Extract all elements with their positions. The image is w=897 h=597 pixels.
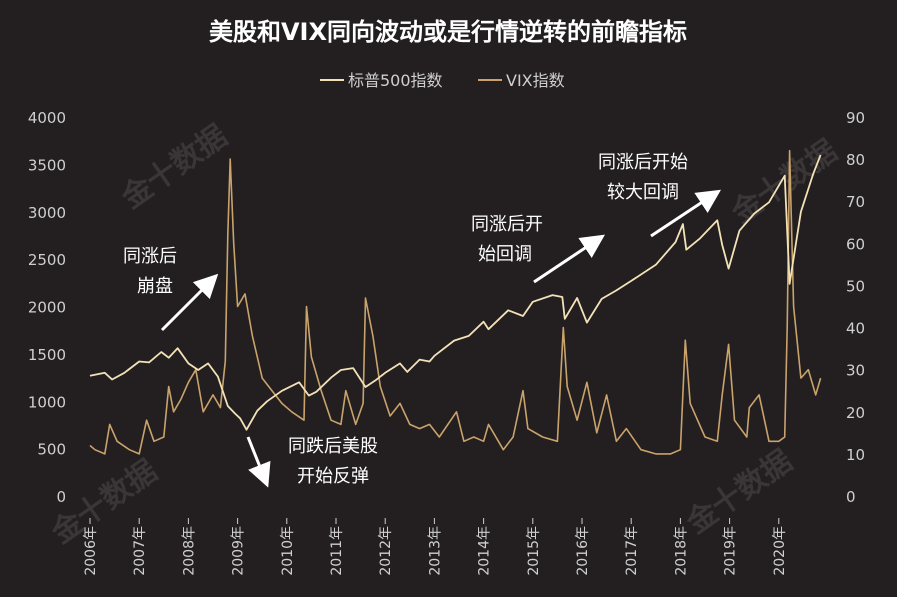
annotation-big-pullback-line2: 较大回调	[607, 182, 679, 203]
x-tick-label: 2015年	[526, 526, 542, 576]
y-left-tick-label: 3000	[28, 204, 66, 222]
x-tick-label: 2016年	[575, 526, 591, 576]
chart-title: 美股和VIX同向波动或是行情逆转的前瞻指标	[209, 18, 687, 46]
y-right-tick-label: 10	[846, 446, 865, 464]
y-right-tick-label: 90	[846, 109, 865, 127]
y-right-tick-label: 70	[846, 193, 865, 211]
annotation-big-pullback: 同涨后开始 较大回调	[598, 152, 722, 238]
x-tick-label: 2014年	[477, 526, 493, 576]
annotation-big-pullback-arrow	[650, 189, 722, 238]
y-right-tick-label: 0	[846, 488, 856, 506]
annotation-rebound: 同跌后美股 开始反弹	[246, 436, 378, 488]
annotation-pullback-arrow	[533, 234, 605, 284]
x-tick-label: 2009年	[231, 526, 247, 576]
y-right-tick-label: 30	[846, 362, 865, 380]
x-tick-label: 2017年	[624, 526, 640, 576]
annotation-big-pullback-line1: 同涨后开始	[598, 152, 688, 173]
x-tick-label: 2011年	[329, 526, 345, 576]
y-right-tick-label: 80	[846, 151, 865, 169]
legend-label-spx: 标普500指数	[348, 71, 443, 90]
legend-label-vix: VIX指数	[506, 71, 565, 90]
x-tick-label: 2019年	[723, 526, 739, 576]
annotation-pullback: 同涨后开 始回调	[471, 214, 605, 284]
x-tick-label: 2007年	[132, 526, 148, 576]
y-axis-right: 0 10 20 30 40 50 60 70 80 90	[846, 109, 865, 506]
x-tick-label: 2018年	[673, 526, 689, 576]
y-left-tick-label: 3500	[28, 156, 66, 174]
y-right-tick-label: 50	[846, 277, 865, 295]
annotation-pullback-line1: 同涨后开	[471, 214, 543, 235]
legend: 标普500指数 VIX指数	[320, 71, 565, 90]
annotation-crash-line2: 崩盘	[137, 276, 173, 297]
watermark-left: 金十数据	[115, 118, 234, 216]
annotation-rebound-arrow	[246, 436, 271, 488]
x-tick-label: 2020年	[772, 526, 788, 576]
y-right-tick-label: 20	[846, 404, 865, 422]
y-left-tick-label: 0	[56, 488, 66, 506]
y-left-tick-label: 2000	[28, 299, 66, 317]
x-tick-label: 2008年	[181, 526, 197, 576]
x-tick-label: 2010年	[280, 526, 296, 576]
annotation-crash: 同涨后 崩盘	[123, 246, 219, 332]
annotation-rebound-line1: 同跌后美股	[288, 436, 378, 457]
y-left-tick-label: 1000	[28, 393, 66, 411]
y-axis-left: 0 500 1000 1500 2000 2500 3000 3500 4000	[28, 109, 66, 506]
y-left-tick-label: 4000	[28, 109, 66, 127]
y-right-tick-label: 40	[846, 320, 865, 338]
x-tick-label: 2006年	[83, 526, 99, 576]
x-axis: 2006年 2007年 2008年 2009年 2010年 2011年 2012年 2013年…	[83, 518, 788, 576]
y-left-tick-label: 500	[37, 441, 66, 459]
annotation-pullback-line2: 始回调	[478, 244, 532, 265]
series-line-spx	[89, 154, 822, 431]
y-left-tick-label: 1500	[28, 346, 66, 364]
y-right-tick-label: 60	[846, 235, 865, 253]
annotation-rebound-line2: 开始反弹	[297, 466, 369, 487]
y-left-tick-label: 2500	[28, 251, 66, 269]
series-line-vix	[89, 149, 822, 455]
x-tick-label: 2012年	[378, 526, 394, 576]
annotation-crash-arrow	[160, 273, 219, 332]
x-tick-label: 2013年	[427, 526, 443, 576]
annotation-crash-line1: 同涨后	[123, 246, 177, 267]
